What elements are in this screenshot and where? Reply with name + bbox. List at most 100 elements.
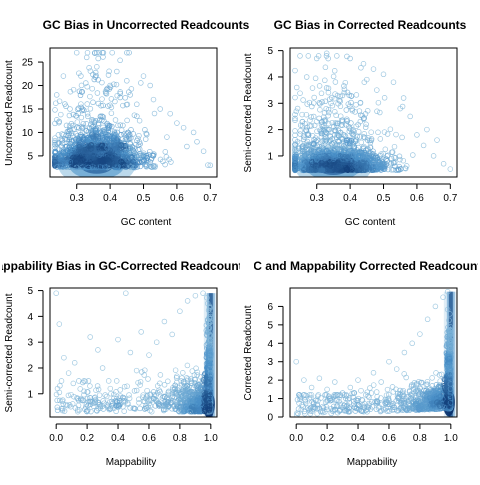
x-axis-label: Mappability (106, 457, 157, 468)
data-point (435, 138, 440, 143)
x-tick-label: 0.6 (170, 193, 184, 204)
y-tick-label: 20 (22, 81, 34, 92)
data-point (55, 405, 60, 410)
data-point (110, 50, 115, 55)
data-point (191, 130, 196, 135)
data-point (54, 291, 59, 296)
data-point (134, 368, 139, 373)
data-point (124, 78, 129, 83)
data-point (293, 95, 298, 100)
data-point (57, 99, 62, 104)
scatter-points (294, 289, 458, 417)
data-point (441, 161, 446, 166)
data-point (308, 118, 313, 123)
data-point (344, 108, 349, 113)
data-point (129, 87, 134, 92)
data-point (195, 139, 200, 144)
data-point (147, 149, 152, 154)
data-point (181, 125, 186, 130)
data-point (298, 54, 303, 59)
data-point (96, 56, 101, 61)
data-point (319, 91, 324, 96)
data-point (410, 153, 415, 158)
data-point (185, 363, 190, 368)
data-point (401, 96, 406, 101)
data-point (95, 91, 100, 96)
data-point (293, 68, 298, 73)
y-tick-label: 15 (22, 104, 34, 115)
data-point (114, 69, 119, 74)
y-tick-label: 2 (27, 363, 33, 374)
data-point (163, 149, 168, 154)
data-point (138, 406, 143, 411)
data-point (57, 322, 62, 327)
data-point (369, 130, 374, 135)
data-point (149, 409, 154, 414)
data-point (421, 143, 426, 148)
data-point (152, 111, 157, 116)
data-point (178, 309, 183, 314)
data-point (79, 115, 84, 120)
data-point (345, 90, 350, 95)
chart-title: GC and Mappability Corrected Readcounts (244, 259, 480, 273)
x-tick-label: 0.4 (343, 193, 357, 204)
data-point (134, 102, 139, 107)
data-point (175, 121, 180, 126)
x-tick-label: 0.7 (443, 193, 457, 204)
data-point (100, 366, 105, 371)
data-point (91, 100, 96, 105)
data-point (59, 379, 64, 384)
data-point (85, 50, 90, 55)
data-point (431, 154, 436, 159)
data-point (364, 122, 369, 127)
data-point (154, 340, 159, 345)
data-point (388, 127, 393, 132)
data-point (97, 393, 102, 398)
data-point (88, 94, 93, 99)
y-tick-label: 1 (27, 389, 33, 400)
data-point (58, 112, 63, 117)
y-tick-label: 10 (22, 128, 34, 139)
data-point (129, 127, 134, 132)
data-point (312, 95, 317, 100)
data-point (323, 99, 328, 104)
data-point (375, 109, 380, 114)
scatter-points (53, 50, 213, 186)
data-point (146, 377, 151, 382)
data-point (113, 99, 118, 104)
x-tick-label: 0.0 (49, 433, 63, 444)
x-tick-label: 0.6 (142, 433, 156, 444)
data-point (143, 137, 148, 142)
y-tick-label: 4 (27, 312, 33, 323)
data-point (82, 392, 87, 397)
data-point (408, 114, 413, 119)
data-point (158, 373, 163, 378)
data-point (109, 111, 114, 116)
data-point (415, 133, 420, 138)
data-point (312, 123, 317, 128)
data-point (168, 111, 173, 116)
data-point (96, 348, 101, 353)
data-point (301, 98, 306, 103)
x-tick-label: 0.7 (203, 193, 217, 204)
data-point (123, 291, 128, 296)
data-point (318, 107, 323, 112)
x-tick-label: 0.6 (410, 193, 424, 204)
data-point (94, 64, 99, 69)
y-axis-label: Corrected Readcount (243, 305, 254, 400)
data-point (185, 299, 190, 304)
data-point (68, 107, 73, 112)
y-tick-label: 3 (267, 99, 273, 110)
data-point (180, 370, 185, 375)
data-point (61, 74, 66, 79)
data-point (333, 80, 338, 85)
data-point (377, 110, 382, 115)
data-point (356, 129, 361, 134)
data-point (313, 76, 318, 81)
data-point (53, 108, 58, 113)
data-point (88, 384, 93, 389)
data-point (295, 106, 300, 111)
